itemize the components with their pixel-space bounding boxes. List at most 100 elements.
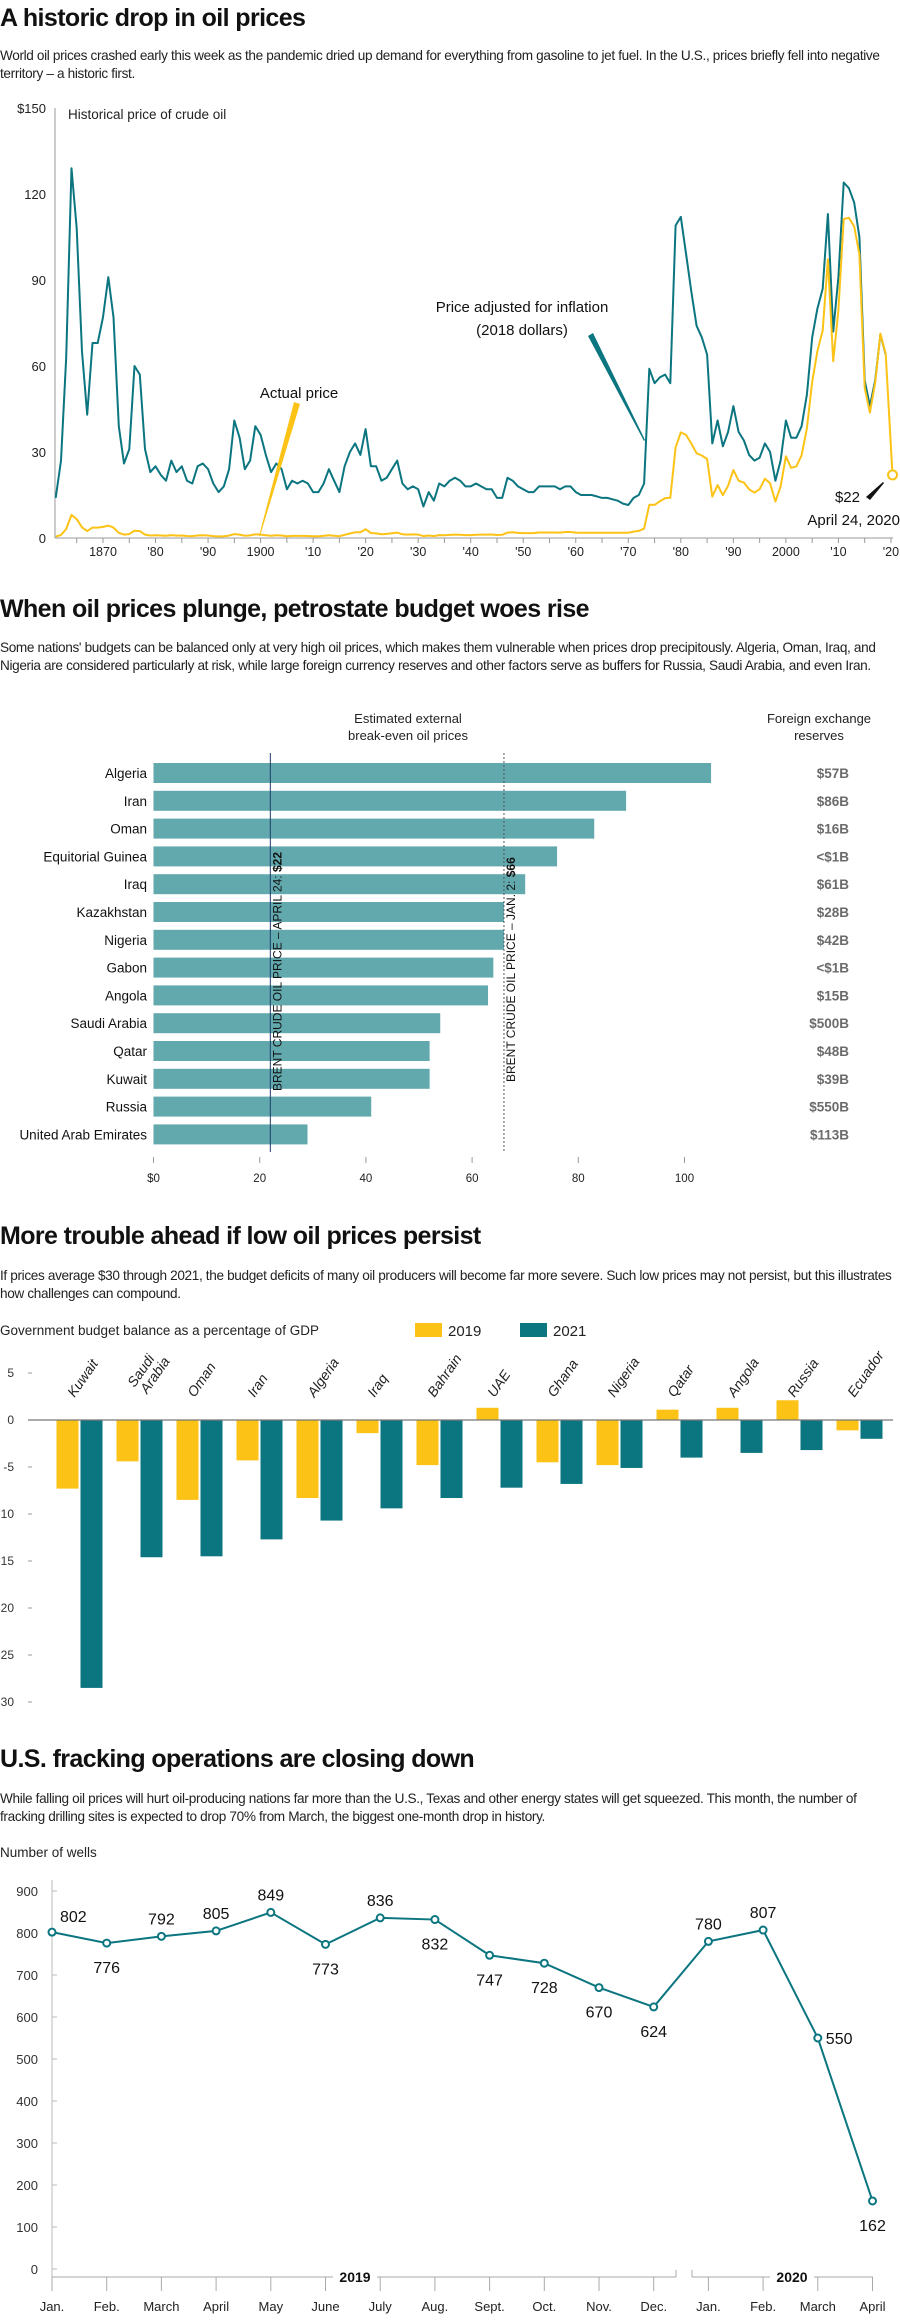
reserves-value: <$1B (816, 849, 849, 864)
data-point (813, 2033, 823, 2043)
month-label: Feb. (750, 2299, 776, 2314)
bar-2019 (656, 1409, 679, 1420)
bar-2021 (500, 1420, 523, 1488)
x-tick-label: '80 (147, 545, 163, 559)
y-tick-label: -5 (3, 1460, 14, 1474)
data-label: 776 (93, 1960, 120, 1977)
data-label: 807 (750, 1905, 777, 1922)
country-label: Qatar (113, 1044, 147, 1059)
bar (153, 929, 504, 950)
latest-price-date: April 24, 2020 (807, 512, 900, 529)
reference-label-text: BRENT CRUDE OIL PRICE – APRIL 24: (270, 872, 284, 1091)
x-tick-label: '20 (358, 545, 374, 559)
reserves-value: $39B (817, 1072, 850, 1087)
data-label: 162 (859, 2218, 886, 2235)
data-point (485, 1950, 495, 1960)
x-tick-label: $0 (147, 1173, 160, 1185)
y-tick-label: $150 (17, 101, 46, 116)
country-label: Oman (110, 822, 147, 837)
month-label: March (800, 2299, 836, 2314)
data-point (266, 1907, 276, 1917)
data-label: 802 (60, 1909, 87, 1926)
bar-2021 (560, 1420, 583, 1484)
x-tick-label: '70 (620, 545, 636, 559)
country-label: Gabon (106, 961, 147, 976)
bar-2021 (860, 1420, 883, 1439)
data-point (758, 1925, 768, 1935)
country-label: Iran (124, 794, 147, 809)
bar (153, 1041, 430, 1061)
bar (153, 902, 504, 922)
adjusted-price-label-2: (2018 dollars) (476, 322, 568, 339)
data-point (430, 1915, 440, 1925)
legend-label-2021: 2021 (553, 1323, 586, 1340)
data-label: 773 (312, 1961, 339, 1978)
header-breakeven-2: break-even oil prices (348, 728, 468, 743)
data-point (649, 2002, 659, 2012)
x-tick-label: '10 (830, 545, 846, 559)
data-point (156, 1931, 166, 1941)
year-label-bg (333, 2268, 377, 2284)
reference-label-value: $22 (270, 852, 284, 872)
bar (153, 763, 712, 783)
adjusted-price-label: Price adjusted for inflation (436, 299, 609, 316)
section2-title: When oil prices plunge, petrostate budge… (0, 595, 590, 623)
month-label: Dec. (640, 2299, 667, 2314)
country-label: Algeria (105, 766, 148, 781)
section1-title: A historic drop in oil prices (0, 4, 306, 32)
data-label: 792 (148, 1911, 175, 1928)
data-label: 624 (640, 2024, 667, 2041)
actual-price-label: Actual price (260, 385, 338, 402)
data-point (375, 1913, 385, 1923)
y-tick-label: 90 (32, 273, 46, 288)
actual-price-pointer (259, 402, 300, 536)
y-tick-label: 0 (7, 1413, 14, 1427)
data-point (321, 1939, 330, 1949)
y-tick-label: 800 (16, 1926, 38, 1941)
reserves-value: $48B (817, 1044, 850, 1059)
bar-2019 (416, 1420, 439, 1466)
month-label: Jan. (696, 2299, 721, 2314)
bar-2021 (740, 1420, 763, 1453)
x-tick-label: 80 (572, 1173, 585, 1185)
x-tick-label: 1870 (89, 545, 117, 559)
data-label: 747 (476, 1972, 503, 1989)
month-label: April (203, 2299, 229, 2314)
x-tick-label: 20 (253, 1173, 266, 1185)
reserves-value: $15B (817, 988, 850, 1003)
bar (153, 874, 526, 895)
bar-2019 (476, 1407, 499, 1420)
country-label: Equitorial Guinea (43, 849, 147, 864)
reserves-value: $86B (817, 794, 850, 809)
y-tick-label: 400 (16, 2094, 38, 2109)
country-label: United Arab Emirates (19, 1127, 147, 1142)
x-tick-label: 2000 (772, 545, 800, 559)
actual-price-line (55, 216, 894, 538)
x-tick-label: '40 (463, 545, 479, 559)
month-label: Nov. (586, 2299, 612, 2314)
country-label: Kazakhstan (76, 905, 147, 920)
bar (153, 957, 494, 978)
y-tick-label: 0 (31, 2262, 38, 2277)
y-tick-label: -20 (0, 1601, 14, 1615)
section4-subtitle: While falling oil prices will hurt oil-p… (0, 1791, 857, 1824)
data-label: 670 (586, 2005, 613, 2022)
data-label: 550 (826, 2031, 853, 2048)
data-label: 780 (695, 1916, 722, 1933)
bar-2021 (260, 1420, 283, 1540)
x-tick-label: '30 (410, 545, 426, 559)
header-reserves-2: reserves (794, 728, 844, 743)
bar (153, 846, 558, 867)
reserves-value: $550B (809, 1100, 849, 1115)
country-label: Iraq (124, 877, 147, 892)
reserves-value: $500B (809, 1016, 849, 1031)
x-tick-label: '90 (725, 545, 741, 559)
inflation-adjusted-price-line (54, 167, 887, 508)
y-tick-label: 700 (16, 1968, 38, 1983)
data-point (868, 2196, 877, 2206)
header-breakeven: Estimated external (354, 711, 462, 726)
reference-label-value: $66 (504, 857, 518, 877)
bar-2021 (320, 1420, 343, 1521)
data-point (47, 1927, 57, 1937)
